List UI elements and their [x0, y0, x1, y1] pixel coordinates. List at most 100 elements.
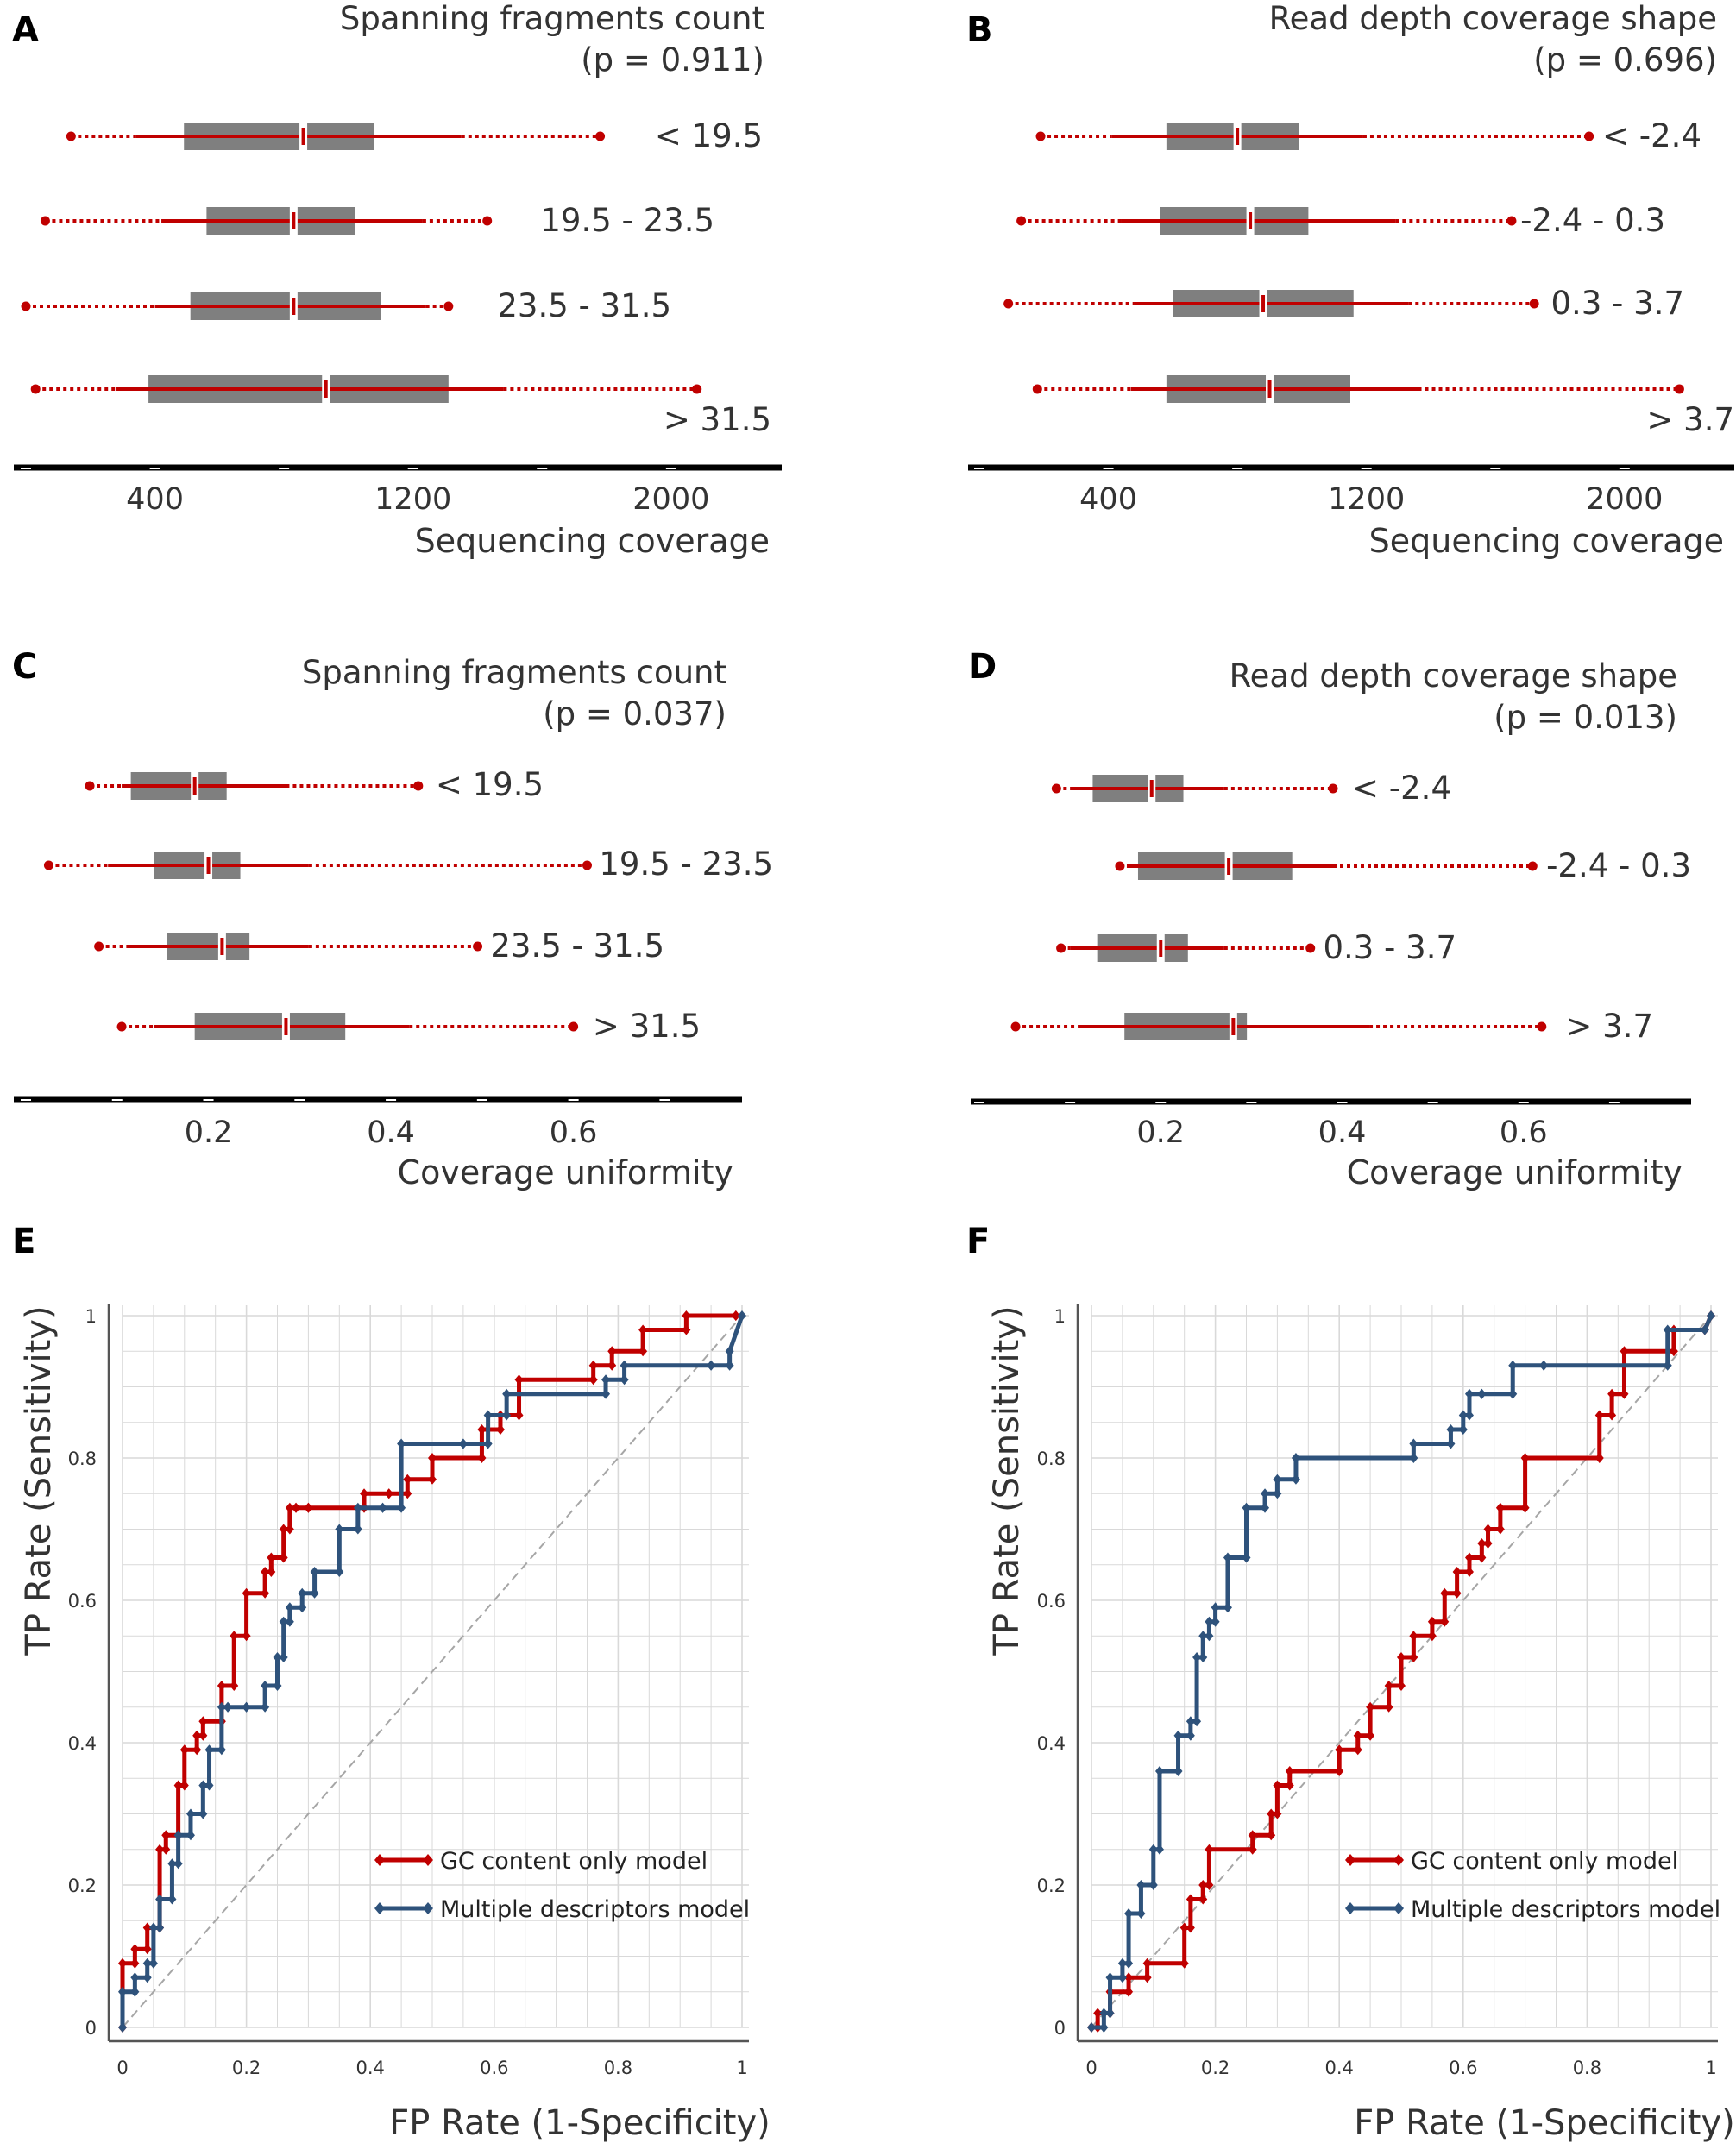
roc-point-marker — [384, 1488, 393, 1499]
roc-point-marker — [638, 1346, 648, 1357]
category-label: 23.5 - 31.5 — [490, 927, 664, 965]
roc-point-marker — [1458, 1410, 1468, 1421]
x-axis-label: Sequencing coverage — [1369, 522, 1724, 560]
roc-point-marker — [273, 1681, 282, 1691]
roc-point-marker — [198, 1780, 208, 1791]
roc-series-gc-content — [1087, 1310, 1715, 2033]
max-point — [582, 860, 592, 870]
panel-label: A — [12, 10, 39, 50]
min-point — [43, 860, 53, 870]
x-tick-label: 0.2 — [1136, 1115, 1185, 1150]
min-point — [1003, 299, 1014, 309]
roc-point-marker — [1117, 1972, 1127, 1983]
roc-point-marker — [1409, 1438, 1418, 1449]
roc-point-marker — [1464, 1552, 1474, 1563]
max-point — [595, 131, 606, 141]
roc-point-marker — [1154, 1766, 1164, 1776]
max-point — [1584, 131, 1594, 141]
legend-swatch-marker — [374, 1902, 385, 1914]
legend-swatch-marker — [423, 1902, 433, 1914]
x-tick-label: 0 — [1085, 2058, 1097, 2078]
roc-point-marker — [1353, 1744, 1362, 1756]
roc-point-marker — [130, 1944, 140, 1955]
y-tick-label: 0.6 — [1037, 1591, 1066, 1612]
roc-point-marker — [725, 1346, 734, 1357]
roc-point-marker — [1366, 1730, 1375, 1741]
category-label: > 3.7 — [1565, 1008, 1653, 1045]
roc-point-marker — [186, 1808, 195, 1819]
x-tick-label: 2000 — [1586, 482, 1663, 517]
roc-point-marker — [142, 1944, 152, 1955]
roc-point-marker — [1520, 1502, 1530, 1513]
x-tick-label: 0.6 — [480, 2058, 508, 2078]
roc-point-marker — [1198, 1894, 1208, 1905]
x-tick-label: 0.2 — [185, 1115, 233, 1150]
chart-title: Read depth coverage shape — [1230, 657, 1677, 694]
category-label: 19.5 - 23.5 — [599, 845, 773, 883]
roc-point-marker — [155, 1922, 165, 1933]
roc-point-marker — [514, 1374, 524, 1386]
roc-point-marker — [1464, 1388, 1474, 1399]
roc-point-marker — [1495, 1524, 1505, 1535]
x-axis: 400 1200 2000 Sequencing coverage — [968, 464, 1734, 560]
x-axis-label: FP Rate (1-Specificity) — [1354, 2103, 1735, 2143]
roc-point-marker — [1273, 1488, 1282, 1499]
roc-point-marker — [198, 1730, 208, 1741]
boxplot-row: < -2.4 — [1035, 117, 1701, 154]
roc-point-marker — [1427, 1631, 1437, 1642]
roc-point-marker — [1186, 1730, 1195, 1741]
roc-point-marker — [353, 1502, 362, 1513]
category-label: -2.4 - 0.3 — [1546, 847, 1691, 884]
x-tick-label: 1 — [1705, 2058, 1716, 2078]
x-tick-label: 400 — [1079, 482, 1137, 517]
p-value-label: (p = 0.037) — [543, 695, 726, 732]
max-point — [1527, 861, 1538, 871]
panel-b: B Read depth coverage shape (p = 0.696) < -… — [966, 0, 1734, 560]
roc-point-marker — [1291, 1474, 1300, 1485]
roc-point-marker — [1124, 1986, 1134, 1997]
roc-point-marker — [1205, 1844, 1214, 1855]
min-point — [94, 941, 104, 952]
roc-point-marker — [1607, 1410, 1617, 1421]
x-axis: 400 1200 2000 Sequencing coverage — [14, 464, 782, 560]
panel-label: B — [966, 10, 993, 50]
p-value-label: (p = 0.911) — [581, 41, 764, 79]
legend-item: Multiple descriptors model — [374, 1896, 750, 1923]
roc-point-marker — [192, 1744, 202, 1756]
min-point — [1115, 861, 1125, 871]
roc-point-marker — [607, 1360, 617, 1371]
roc-point-marker — [601, 1388, 611, 1399]
panel-c: C Spanning fragments count (p = 0.037) < 19… — [12, 647, 773, 1191]
min-point — [1056, 943, 1066, 953]
max-point — [1529, 299, 1539, 309]
legend-item: GC content only model — [374, 1848, 708, 1875]
roc-point-marker — [1242, 1552, 1251, 1563]
x-tick-label: 0.2 — [232, 2058, 261, 2078]
roc-point-marker — [1273, 1474, 1282, 1485]
roc-point-marker — [458, 1438, 468, 1449]
roc-point-marker — [1142, 1958, 1152, 1969]
roc-point-marker — [267, 1567, 276, 1577]
panel-label: E — [12, 1222, 35, 1261]
roc-point-marker — [173, 1858, 183, 1870]
roc-point-marker — [638, 1324, 648, 1335]
legend: GC content only model Multiple descriptor… — [374, 1848, 750, 1923]
roc-point-marker — [261, 1567, 270, 1577]
roc-point-marker — [1495, 1502, 1505, 1513]
roc-point-marker — [1148, 1880, 1158, 1890]
roc-point-marker — [285, 1602, 294, 1613]
x-axis-label: FP Rate (1-Specificity) — [389, 2103, 771, 2143]
x-tick-label: 1 — [736, 2058, 747, 2078]
roc-point-marker — [198, 1808, 208, 1819]
y-tick-label: 0 — [1054, 2018, 1066, 2039]
roc-point-marker — [1148, 1844, 1158, 1855]
roc-point-marker — [179, 1780, 189, 1791]
roc-point-marker — [1136, 1908, 1146, 1919]
boxplot-row: 0.3 - 3.7 — [1056, 929, 1456, 966]
roc-point-marker — [155, 1894, 165, 1905]
y-tick-label: 1 — [85, 1306, 97, 1327]
roc-point-marker — [1477, 1538, 1487, 1549]
roc-point-marker — [1198, 1652, 1208, 1662]
roc-point-marker — [1285, 1766, 1294, 1776]
chart-title: Read depth coverage shape — [1269, 0, 1717, 37]
